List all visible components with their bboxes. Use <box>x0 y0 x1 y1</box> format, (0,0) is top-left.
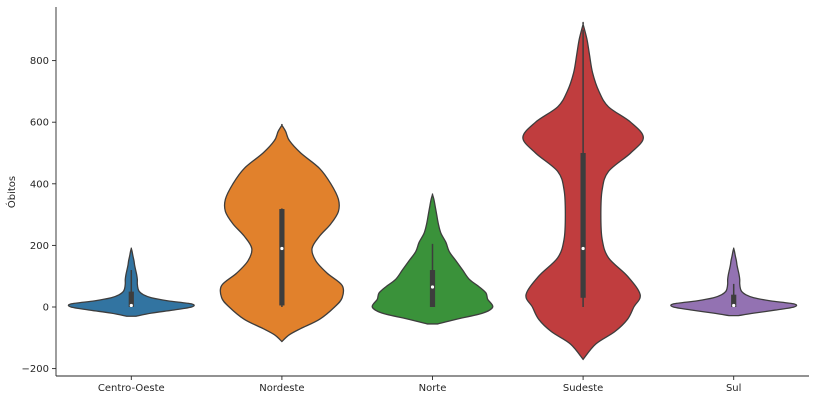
x-tick-label: Centro-Oeste <box>98 383 165 394</box>
y-tick-label: 800 <box>30 56 49 67</box>
violin-iqr-box <box>731 294 737 307</box>
x-axis-ticks: Centro-Oeste Nordeste Norte Sudeste Sul <box>98 376 741 394</box>
y-tick-label: 600 <box>30 118 49 129</box>
y-tick-label: 200 <box>30 241 49 252</box>
violin-median-point <box>581 246 585 251</box>
x-tick-label: Sul <box>726 383 741 394</box>
violin-iqr-box <box>128 291 134 307</box>
x-tick-label: Sudeste <box>563 383 603 394</box>
violin-iqr-box <box>279 209 285 306</box>
x-tick-label: Nordeste <box>259 383 304 394</box>
y-axis-title: Óbitos <box>5 176 18 208</box>
y-tick-label: 0 <box>43 303 49 314</box>
violin-median-point <box>129 303 133 308</box>
violin-sul <box>670 247 798 317</box>
y-tick-label: −200 <box>22 364 49 375</box>
violin-median-point <box>280 246 284 251</box>
violin-median-point <box>430 285 435 289</box>
violin-iqr-box <box>580 153 586 298</box>
y-tick-label: 400 <box>30 179 49 190</box>
violin-median-point <box>732 303 736 308</box>
x-tick-label: Norte <box>419 383 447 394</box>
y-axis-ticks: −200 0 200 400 600 800 <box>22 56 56 375</box>
violins <box>67 21 798 361</box>
